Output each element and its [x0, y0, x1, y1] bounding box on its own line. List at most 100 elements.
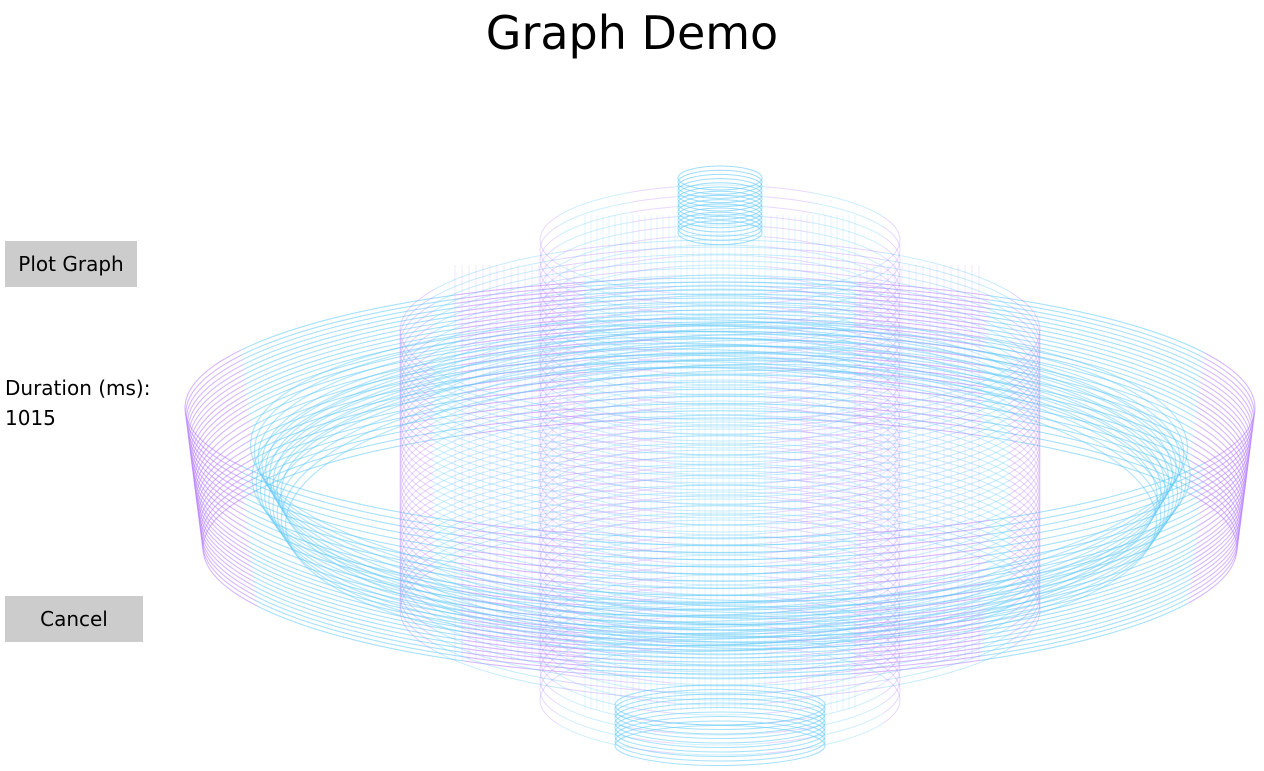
surface-contour: [276, 360, 1162, 644]
surface-contour: [399, 442, 1041, 624]
surface-contour: [677, 169, 763, 195]
surface-contour: [677, 199, 763, 225]
surface-contour: [185, 285, 1255, 553]
surface-contour: [539, 344, 901, 456]
surface-contour: [614, 711, 826, 753]
surface-contour: [188, 301, 1252, 582]
surface-contour: [198, 374, 1242, 655]
surface-contour: [539, 604, 901, 716]
surface-contour: [280, 363, 1162, 647]
surface-contour: [195, 345, 1245, 639]
surface-contour: [539, 304, 901, 416]
surface-contour: [539, 194, 901, 306]
surface-contour: [539, 414, 901, 526]
surface-contour: [250, 318, 1191, 602]
surface-contour: [539, 514, 901, 626]
surface-contour: [399, 316, 1041, 498]
surface-contour: [539, 464, 901, 576]
surface-contour: [194, 338, 1246, 635]
surface-contour: [192, 321, 1248, 618]
surface-contour: [399, 309, 1041, 491]
surface-contour: [399, 330, 1041, 512]
surface-contour: [539, 484, 901, 596]
surface-contour: [184, 277, 1256, 539]
surface-contour: [399, 470, 1041, 652]
surface-contour: [539, 624, 901, 736]
surface-contour: [399, 477, 1041, 659]
duration-label: Duration (ms):: [5, 376, 151, 400]
surface-contour: [399, 414, 1041, 596]
plot-graph-button[interactable]: Plot Graph: [5, 241, 137, 287]
cancel-button[interactable]: Cancel: [5, 596, 143, 642]
surface-contour: [399, 260, 1041, 442]
surface-contour: [272, 351, 1170, 635]
surface-contour: [677, 207, 763, 233]
surface-contour: [539, 524, 901, 636]
surface-contour: [268, 348, 1170, 632]
surface-contour: [200, 395, 1240, 667]
surface-contour: [614, 707, 826, 748]
graph-surface: [184, 165, 1256, 766]
surface-contour: [399, 435, 1041, 617]
surface-contour: [539, 284, 901, 396]
surface-contour: [399, 351, 1041, 533]
surface-contour: [257, 330, 1183, 614]
surface-contour: [399, 274, 1041, 456]
surface-contour: [201, 410, 1239, 675]
surface-contour: [539, 224, 901, 336]
surface-contour: [399, 519, 1041, 701]
surface-contour: [190, 313, 1250, 604]
surface-contour: [196, 359, 1244, 647]
surface-contour: [399, 421, 1041, 603]
surface-contour: [399, 267, 1041, 449]
surface-contour: [677, 173, 763, 199]
surface-contour: [188, 297, 1252, 575]
surface-contour: [677, 203, 763, 229]
surface-contour: [539, 384, 901, 496]
surface-contour: [268, 345, 1173, 629]
surface-contour: [189, 305, 1251, 589]
surface-contour: [539, 574, 901, 686]
surface-contour: [677, 220, 763, 246]
surface-contour: [399, 358, 1041, 540]
surface-contour: [399, 323, 1041, 505]
surface-contour: [399, 337, 1041, 519]
surface-contour: [539, 634, 901, 746]
surface-contour: [280, 366, 1158, 650]
surface-contour: [201, 403, 1239, 671]
surface-contour: [193, 331, 1247, 631]
surface-contour: [614, 698, 826, 739]
surface-contour: [399, 372, 1041, 554]
surface-contour: [193, 325, 1247, 625]
surface-contour: [614, 702, 826, 744]
surface-contour: [198, 381, 1242, 659]
duration-value: 1015: [5, 406, 56, 430]
surface-contour: [195, 352, 1245, 643]
surface-contour: [677, 211, 763, 237]
surface-contour: [539, 234, 901, 346]
surface-contour: [399, 246, 1041, 428]
surface-contour: [399, 386, 1041, 568]
surface-contour: [614, 720, 826, 762]
surface-contour: [399, 302, 1041, 484]
surface-contour: [539, 644, 901, 756]
surface-contour: [614, 725, 826, 766]
surface-contour: [614, 716, 826, 757]
surface-contour: [399, 253, 1041, 435]
surface-contour: [399, 428, 1041, 610]
surface-contour: [539, 204, 901, 316]
surface-contour: [677, 178, 763, 204]
surface-contour: [539, 324, 901, 436]
surface-contour: [539, 274, 901, 386]
surface-contour: [539, 214, 901, 326]
surface-contour: [399, 281, 1041, 463]
surface-contour: [399, 484, 1041, 666]
surface-contour: [265, 342, 1174, 626]
surface-contour: [259, 333, 1181, 617]
surface-contour: [253, 324, 1187, 608]
surface-contour: [539, 444, 901, 556]
surface-contour: [677, 194, 763, 220]
surface-contour: [399, 512, 1041, 694]
surface-contour: [539, 534, 901, 646]
